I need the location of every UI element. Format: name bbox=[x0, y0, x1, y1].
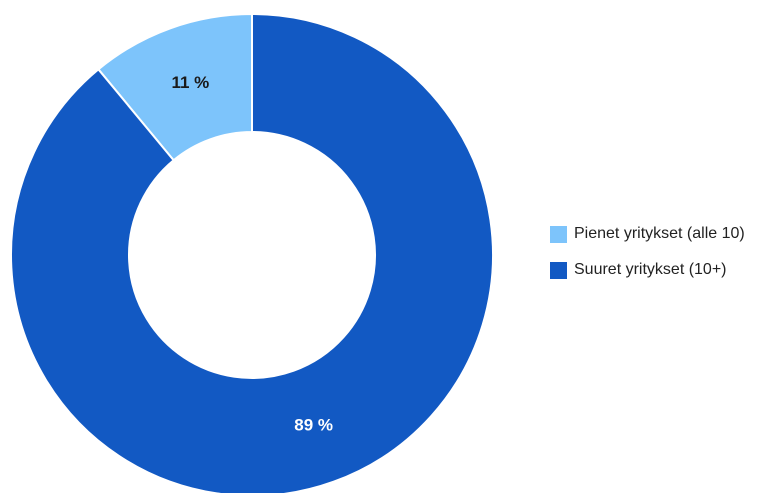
legend-item-pienet-yritykset: Pienet yritykset (alle 10) bbox=[550, 223, 745, 245]
legend-swatch-suuret-yritykset bbox=[550, 261, 567, 279]
legend-item-suuret-yritykset: Suuret yritykset (10+) bbox=[550, 259, 745, 281]
data-label-pienet-yritykset: 11 % bbox=[171, 73, 209, 92]
legend-label-pienet-yritykset: Pienet yritykset (alle 10) bbox=[574, 225, 745, 242]
slice-suuret-yritykset bbox=[10, 12, 494, 493]
legend-swatch-pienet-yritykset bbox=[550, 225, 567, 243]
legend-label-suuret-yritykset: Suuret yritykset (10+) bbox=[574, 261, 727, 278]
data-label-suuret-yritykset: 89 % bbox=[294, 416, 333, 435]
chart-legend: Pienet yritykset (alle 10) Suuret yrityk… bbox=[550, 223, 745, 295]
